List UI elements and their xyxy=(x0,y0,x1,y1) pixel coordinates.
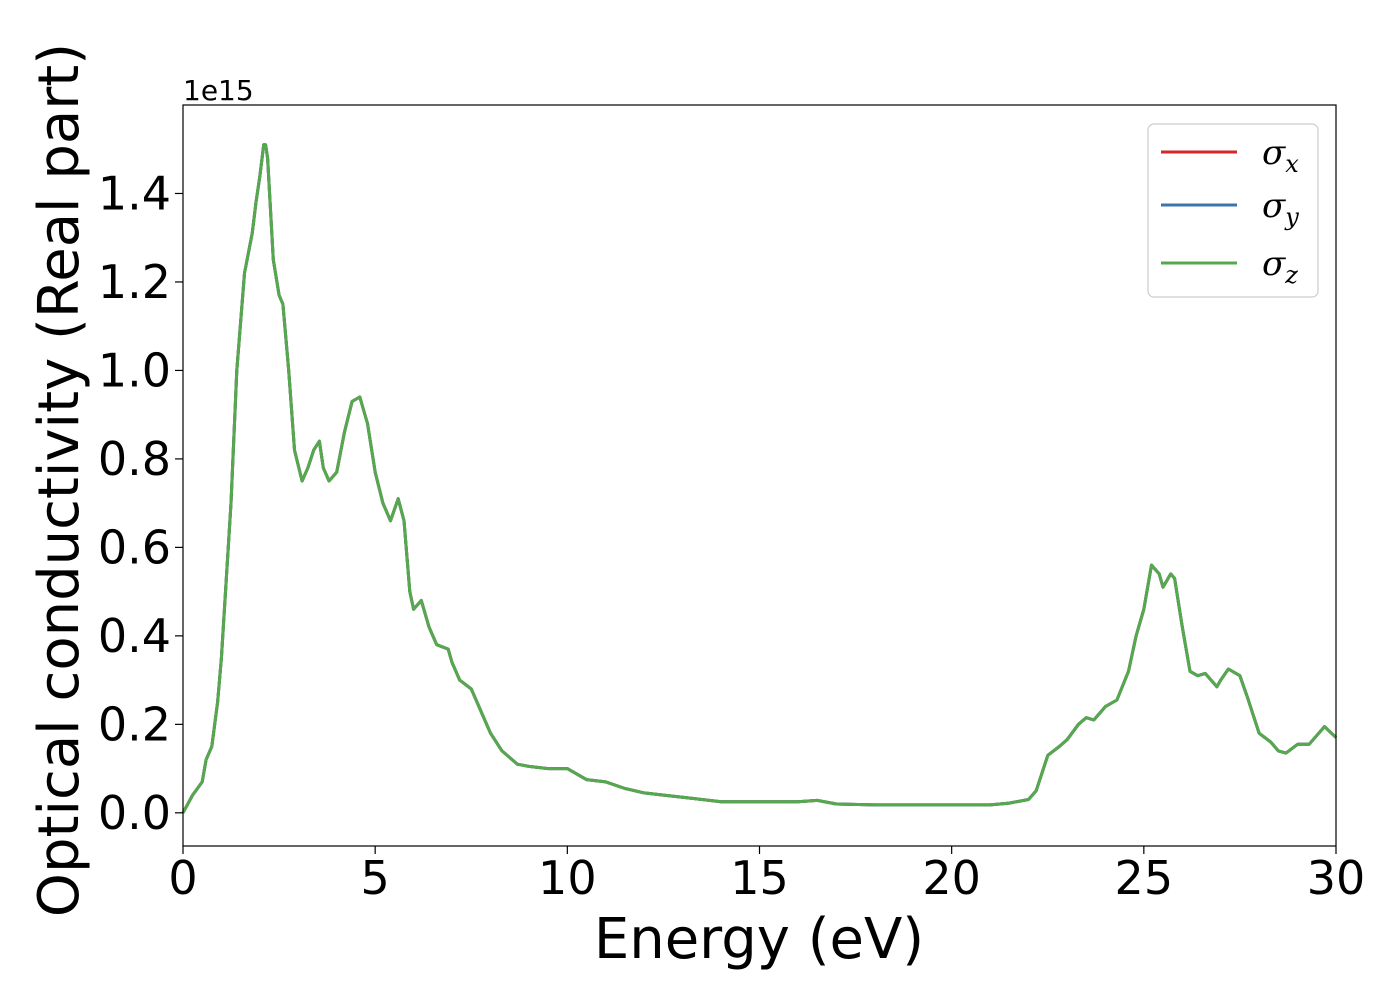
x-tick-label: 30 xyxy=(1307,851,1366,905)
y-axis-title: Optical conductivity (Real part) xyxy=(27,43,92,917)
legend-subscript: y xyxy=(1284,203,1299,231)
y-tick-label: 0.4 xyxy=(98,609,171,663)
legend-subscript: x xyxy=(1285,150,1299,178)
x-tick-label: 10 xyxy=(538,851,597,905)
y-tick-label: 1.0 xyxy=(98,343,171,397)
y-tick-label: 0.8 xyxy=(98,432,171,486)
x-axis-title: Energy (eV) xyxy=(594,907,924,972)
y-tick-label: 0.0 xyxy=(98,786,171,840)
y-tick-label: 0.2 xyxy=(98,697,171,751)
x-tick-label: 20 xyxy=(922,851,981,905)
series-line-z xyxy=(181,143,1338,814)
legend-box xyxy=(1147,123,1319,298)
y-axis: 0.0 0.2 0.4 0.6 0.8 1.0 1.2 1.4 xyxy=(98,166,183,840)
x-tick-label: 5 xyxy=(361,851,390,905)
y-tick-label: 1.4 xyxy=(98,166,171,220)
x-tick-label: 15 xyxy=(730,851,789,905)
y-tick-label: 1.2 xyxy=(98,255,171,309)
x-tick-label: 25 xyxy=(1115,851,1174,905)
legend-subscript: z xyxy=(1284,261,1298,289)
y-tick-label: 0.6 xyxy=(98,520,171,574)
x-tick-label: 0 xyxy=(168,851,197,905)
plot-lines xyxy=(181,143,1338,814)
y-offset-label: 1e15 xyxy=(183,74,254,107)
x-axis: 0 5 10 15 20 25 30 xyxy=(168,846,1365,905)
